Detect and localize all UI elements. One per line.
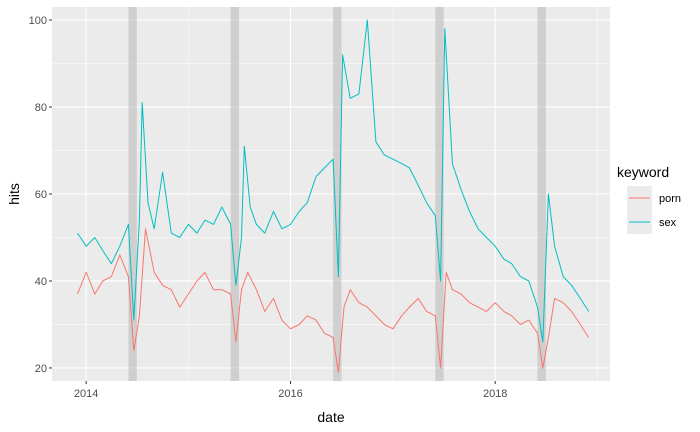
legend: keyword porn sex bbox=[617, 164, 681, 234]
y-axis: 20 40 60 80 100 bbox=[29, 15, 52, 375]
y-tick-label: 80 bbox=[35, 102, 47, 114]
y-tick-label: 60 bbox=[35, 189, 47, 201]
y-tick-label: 100 bbox=[29, 15, 47, 27]
x-tick-label: 2018 bbox=[483, 388, 507, 400]
series-lines bbox=[77, 19, 590, 373]
shaded-period bbox=[230, 7, 240, 381]
x-axis-title: date bbox=[317, 409, 344, 425]
shaded-period bbox=[333, 7, 342, 381]
x-tick-label: 2016 bbox=[278, 388, 302, 400]
shaded-period bbox=[537, 7, 546, 381]
series-line-sex bbox=[77, 19, 590, 343]
major-gridlines bbox=[52, 7, 610, 381]
legend-title: keyword bbox=[617, 164, 669, 180]
y-tick-label: 40 bbox=[35, 276, 47, 288]
x-tick-label: 2014 bbox=[74, 388, 98, 400]
series-line-porn bbox=[77, 228, 590, 373]
shaded-periods bbox=[128, 7, 546, 381]
legend-label-sex: sex bbox=[659, 217, 677, 229]
shaded-period bbox=[435, 7, 444, 381]
y-axis-title: hits bbox=[6, 183, 22, 205]
x-axis: 2014 2016 2018 bbox=[74, 381, 507, 400]
shaded-period bbox=[128, 7, 137, 381]
y-tick-label: 20 bbox=[35, 363, 47, 375]
legend-label-porn: porn bbox=[659, 193, 681, 205]
